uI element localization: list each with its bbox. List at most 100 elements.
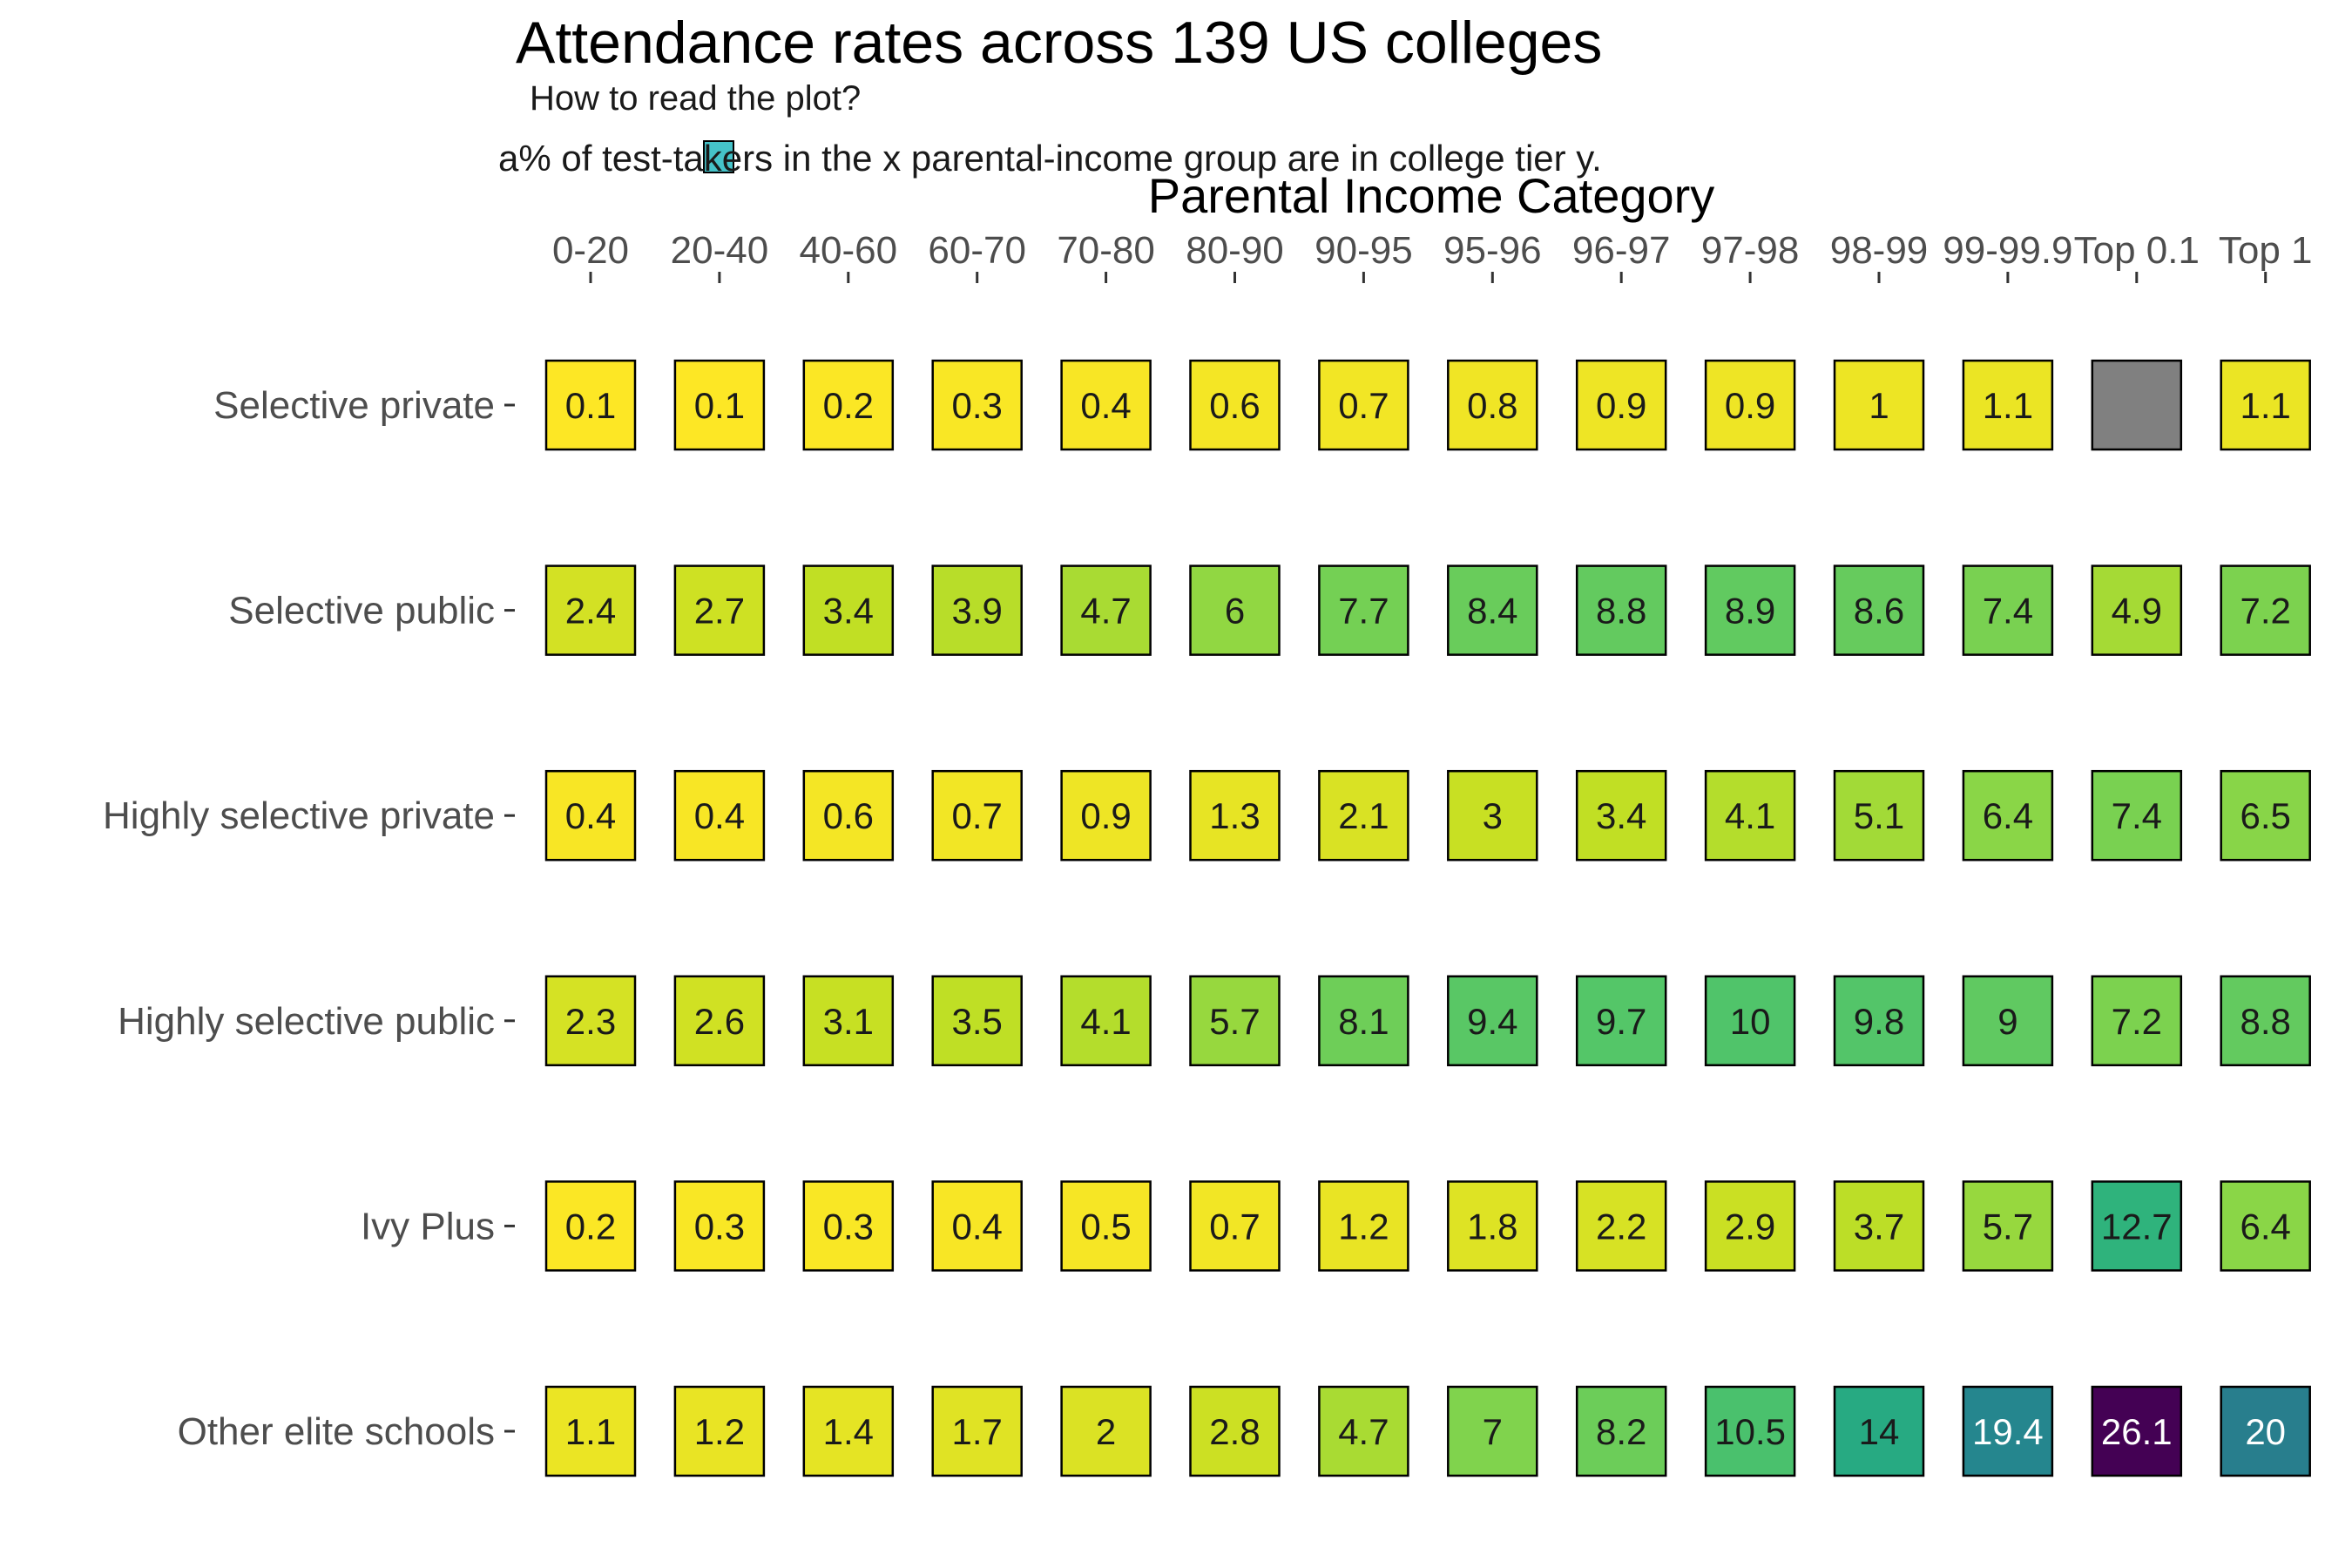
heatmap-cell (931, 769, 1023, 862)
x-tick-label: 80-90 (1186, 229, 1284, 272)
heatmap-cell (673, 359, 766, 451)
heatmap-cell (673, 1385, 766, 1477)
cell-value-label: 7.2 (2240, 591, 2291, 632)
legend-key-swatch (703, 140, 734, 173)
heatmap-cell (1060, 1180, 1152, 1272)
heatmap-cell (1833, 975, 1925, 1067)
cell-value-label: 4.1 (1725, 795, 1775, 836)
cell-value-label: 1.8 (1467, 1206, 1517, 1247)
x-tick-label: Top 0.1 (2074, 229, 2200, 272)
heatmap-cell (802, 359, 895, 451)
chart-subtitle: How to read the plot? (530, 79, 861, 118)
cell-value-label: 8.2 (1596, 1411, 1646, 1452)
cell-value-label: 14 (1859, 1411, 1900, 1452)
cell-value-label: 0.9 (1080, 795, 1131, 836)
heatmap-cell (1704, 769, 1796, 862)
y-tick-label: Highly selective public (118, 1000, 495, 1043)
cell-value-label: 3.7 (1854, 1206, 1904, 1247)
x-tick-label: 0-20 (552, 229, 629, 272)
heatmap-cell (1962, 564, 2054, 656)
heatmap-cell (802, 975, 895, 1067)
heatmap-cell (2091, 975, 2183, 1067)
heatmap-cell (1704, 1385, 1796, 1477)
cell-value-label: 7.4 (1983, 591, 2033, 632)
heatmap-cell (931, 1180, 1023, 1272)
heatmap-cell (1318, 975, 1409, 1067)
heatmap-cell (1962, 975, 2054, 1067)
cell-value-label: 3.4 (1596, 795, 1646, 836)
x-tick-label: 40-60 (800, 229, 898, 272)
cell-value-label: 0.8 (1467, 385, 1517, 426)
cell-value-label: 2.3 (565, 1001, 616, 1042)
cell-value-label: 0.2 (823, 385, 874, 426)
cell-value-label: 0.3 (694, 1206, 745, 1247)
heatmap-cell (1704, 564, 1796, 656)
cell-value-label: 9 (1997, 1001, 2017, 1042)
cell-value-label: 0.6 (823, 795, 874, 836)
heatmap-cell (931, 359, 1023, 451)
cell-value-label: 1.1 (565, 1411, 616, 1452)
cell-value-label: 9.4 (1467, 1001, 1517, 1042)
heatmap-cell (1318, 359, 1409, 451)
cell-value-label: 12.7 (2101, 1206, 2173, 1247)
cell-value-label: 2.9 (1725, 1206, 1775, 1247)
cell-value-label: 2.6 (694, 1001, 745, 1042)
cell-value-label: 6 (1225, 591, 1245, 632)
cell-value-label: 4.7 (1338, 1411, 1389, 1452)
x-tick-label: Top 1 (2219, 229, 2313, 272)
cell-value-label: 9.7 (1596, 1001, 1646, 1042)
cell-value-label: 0.7 (1209, 1206, 1260, 1247)
heatmap-cell (544, 975, 637, 1067)
x-tick-label: 96-97 (1572, 229, 1671, 272)
x-axis-title: Parental Income Category (1148, 168, 1715, 223)
heatmap-cell (931, 975, 1023, 1067)
x-tick-label: 98-99 (1830, 229, 1929, 272)
heatmap-cell (1447, 1180, 1538, 1272)
cell-value-label: 0.4 (694, 795, 745, 836)
cell-value-label: 0.1 (565, 385, 616, 426)
cell-value-label: 8.8 (1596, 591, 1646, 632)
heatmap-cell (802, 564, 895, 656)
cell-value-label: 6.4 (2240, 1206, 2291, 1247)
heatmap-cell (1447, 564, 1538, 656)
heatmap-cell (1704, 359, 1796, 451)
cell-value-label: 1.2 (1338, 1206, 1389, 1247)
cell-value-label: 8.4 (1467, 591, 1517, 632)
heatmap-cell (1318, 769, 1409, 862)
cell-value-label: 3.9 (952, 591, 1003, 632)
y-tick-label: Ivy Plus (361, 1205, 495, 1247)
heatmap-cell (673, 975, 766, 1067)
heatmap-cell (1189, 564, 1281, 656)
cell-value-label: 0.4 (952, 1206, 1003, 1247)
cell-value-label: 0.2 (565, 1206, 616, 1247)
heatmap-cell (1704, 975, 1796, 1067)
heatmap-cell (544, 1385, 637, 1477)
cell-value-label: 0.4 (565, 795, 616, 836)
cell-value-label: 0.4 (1080, 385, 1131, 426)
cell-value-label: 0.9 (1596, 385, 1646, 426)
heatmap-cell (673, 1180, 766, 1272)
cell-value-label: 6.4 (1983, 795, 2033, 836)
x-tick-label: 60-70 (928, 229, 1026, 272)
heatmap-cell (544, 769, 637, 862)
y-axis: Selective private Selective public Highly … (103, 384, 515, 1453)
heatmap-cell (1575, 769, 1667, 862)
heatmap-cell (1704, 1180, 1796, 1272)
cell-value-label: 1.2 (694, 1411, 745, 1452)
heatmap-cell (1189, 975, 1281, 1067)
heatmap-cell (2220, 975, 2311, 1067)
heatmap-cell (1833, 359, 1925, 451)
cell-value-label: 6.5 (2240, 795, 2291, 836)
x-tick-label: 97-98 (1701, 229, 1800, 272)
cell-value-label: 19.4 (1972, 1411, 2044, 1452)
heatmap-cell (1962, 359, 2054, 451)
heatmap-cell (1575, 1385, 1667, 1477)
cell-value-label: 1 (1869, 385, 1889, 426)
cell-value-label: 7.4 (2112, 795, 2162, 836)
cell-value-label: 2.8 (1209, 1411, 1260, 1452)
y-tick-label: Other elite schools (178, 1410, 495, 1453)
x-tick-label: 70-80 (1057, 229, 1155, 272)
heatmap-cell (2220, 1180, 2311, 1272)
heatmap-cell (1833, 769, 1925, 862)
heatmap-cell (1575, 564, 1667, 656)
